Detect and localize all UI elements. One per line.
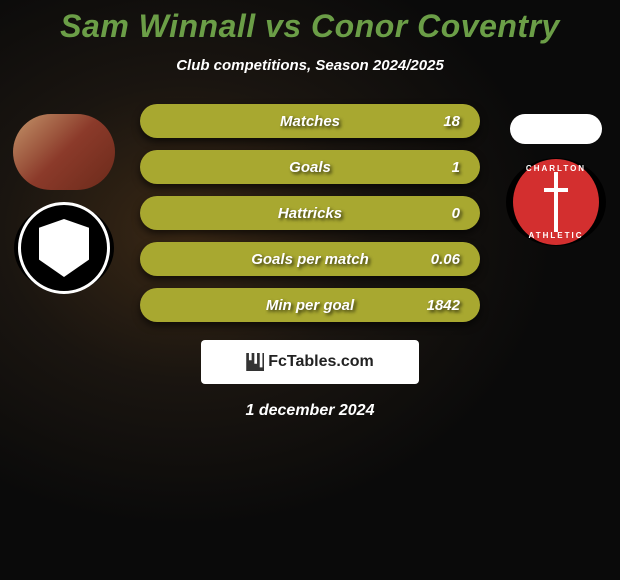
sword-icon [554,172,558,232]
stat-label: Goals per match [251,251,369,268]
stat-label: Goals [289,159,331,176]
club-text-bottom: ATHLETIC [506,231,606,240]
stat-right-value: 18 [443,113,460,130]
stat-right-value: 0 [452,205,460,222]
stats-column: Matches 18 Goals 1 Hattricks 0 Goals per… [140,104,480,322]
footer-brand-text: FcTables.com [268,353,374,371]
player1-club-badge [14,204,114,292]
chart-icon [246,353,264,371]
date-text: 1 december 2024 [0,402,620,420]
title-vs: vs [265,8,302,44]
stat-right-value: 1 [452,159,460,176]
stat-right-value: 0.06 [431,251,460,268]
content-container: Sam Winnall vs Conor Coventry Club compe… [0,0,620,420]
stat-label: Matches [280,113,340,130]
stat-label: Hattricks [278,205,342,222]
player1-photo [13,114,115,190]
subtitle: Club competitions, Season 2024/2025 [0,57,620,74]
footer-brand-box[interactable]: FcTables.com [201,340,419,384]
stat-row-goals-per-match: Goals per match 0.06 [140,242,480,276]
stat-row-min-per-goal: Min per goal 1842 [140,288,480,322]
shield-icon [39,219,89,277]
stat-row-hattricks: Hattricks 0 [140,196,480,230]
left-column [12,104,116,292]
title-player1: Sam Winnall [60,8,255,44]
title-player2: Conor Coventry [311,8,560,44]
stat-right-value: 1842 [427,297,460,314]
stat-label: Min per goal [266,297,354,314]
player2-photo-placeholder [510,114,602,144]
stat-row-matches: Matches 18 [140,104,480,138]
stat-row-goals: Goals 1 [140,150,480,184]
main-area: Matches 18 Goals 1 Hattricks 0 Goals per… [0,104,620,322]
player2-club-badge: CHARLTON ATHLETIC [506,158,606,246]
right-column: CHARLTON ATHLETIC [504,104,608,246]
page-title: Sam Winnall vs Conor Coventry [0,8,620,45]
